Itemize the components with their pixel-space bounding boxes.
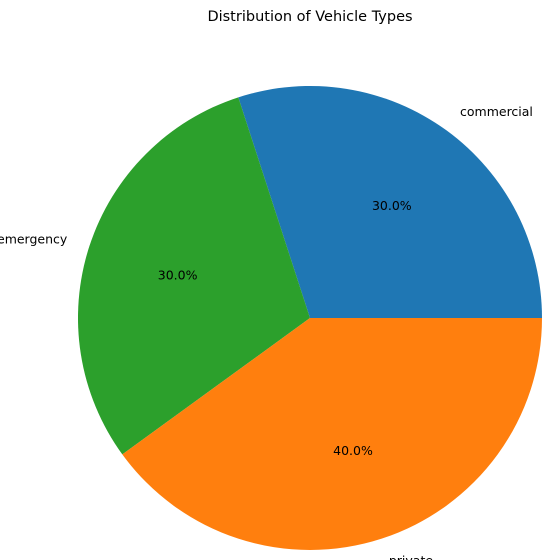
slice-label-private: private (389, 553, 434, 560)
percent-label-emergency: 30.0% (158, 267, 198, 282)
pie-slice-private (122, 318, 542, 551)
percent-label-private: 40.0% (333, 443, 373, 458)
pie-slice-commercial (238, 85, 542, 318)
pie-slices (77, 85, 542, 551)
percent-label-commercial: 30.0% (372, 198, 412, 213)
slice-label-commercial: commercial (460, 104, 533, 119)
pie-labels: commercial 30.0% emergency 30.0% private 40.0… (0, 104, 533, 560)
pie-slice-emergency (77, 97, 311, 455)
slice-label-emergency: emergency (0, 232, 68, 247)
chart-title: Distribution of Vehicle Types (207, 9, 412, 25)
